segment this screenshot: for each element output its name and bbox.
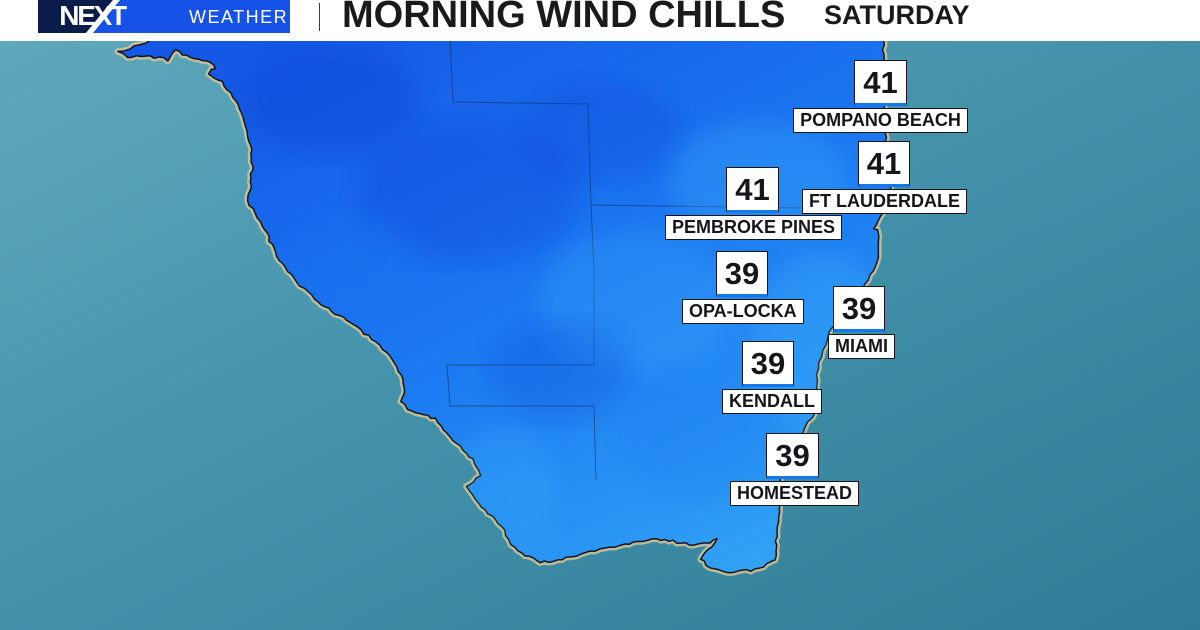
svg-text:NEXT: NEXT [59,0,127,31]
svg-text:WEATHER: WEATHER [189,7,288,27]
